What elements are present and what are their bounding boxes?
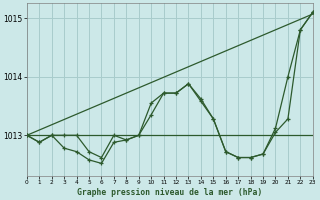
X-axis label: Graphe pression niveau de la mer (hPa): Graphe pression niveau de la mer (hPa) — [77, 188, 262, 197]
